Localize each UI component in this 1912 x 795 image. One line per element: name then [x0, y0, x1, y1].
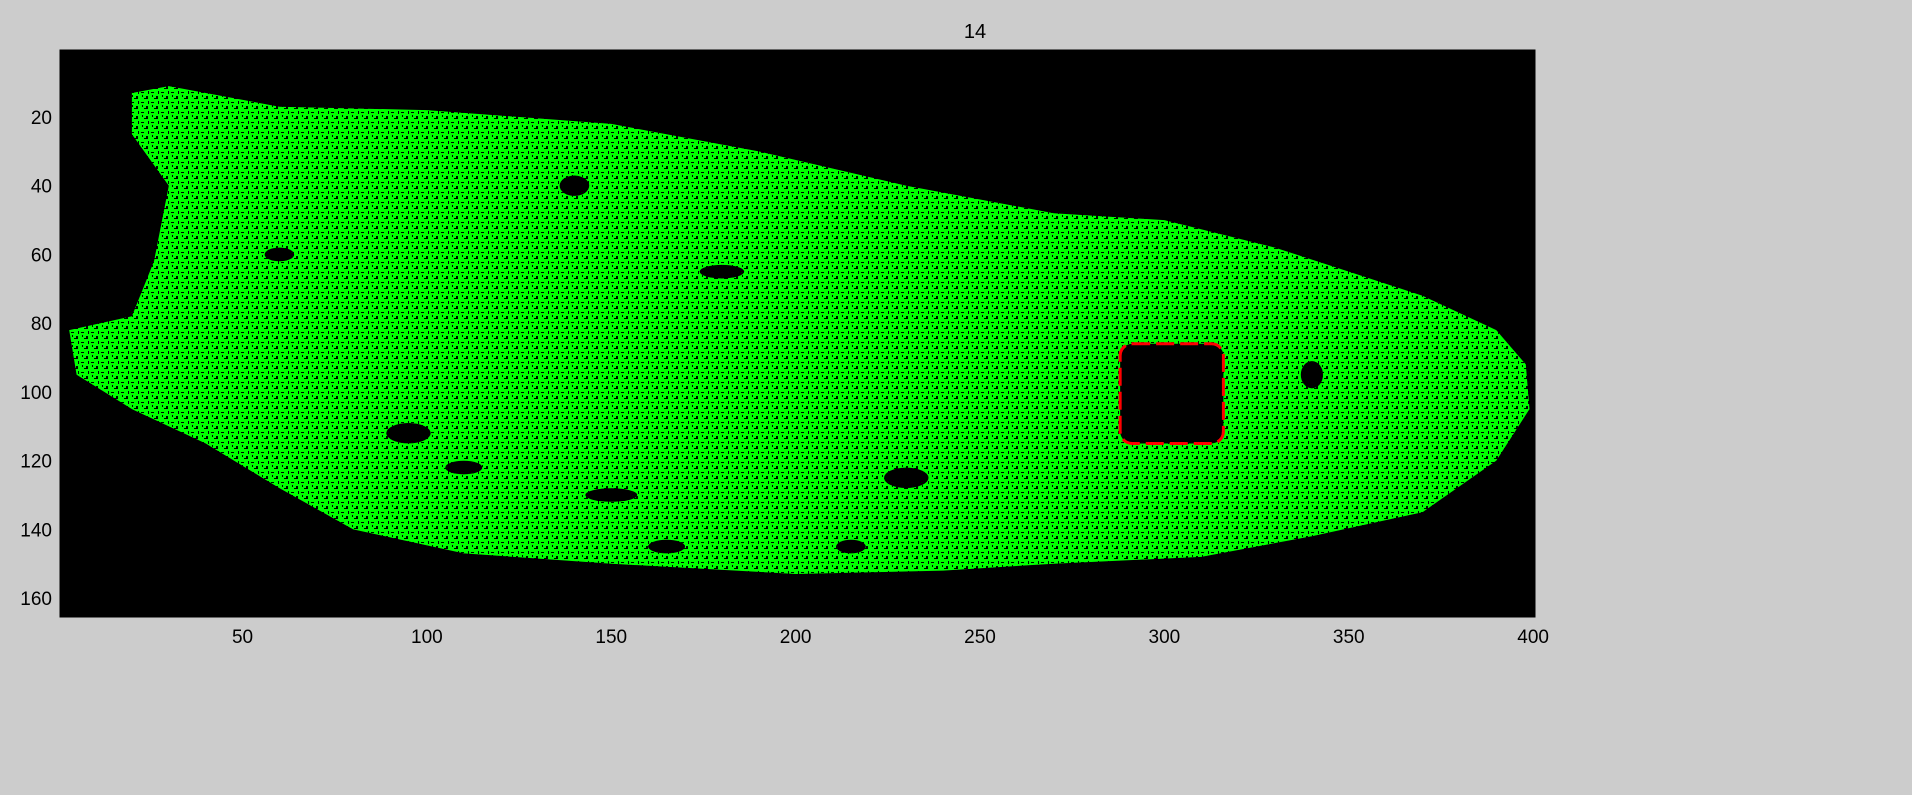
- mask-hole: [585, 488, 638, 502]
- y-tick-label: 40: [31, 177, 52, 198]
- y-tick-label: 120: [20, 452, 52, 473]
- plot-title: 14: [964, 21, 986, 43]
- x-tick-label: 50: [232, 627, 253, 648]
- mask-hole: [884, 467, 929, 489]
- y-tick-label: 140: [20, 520, 52, 541]
- mask-hole: [836, 539, 866, 554]
- mask-hole: [648, 539, 686, 554]
- x-tick-label: 350: [1333, 627, 1365, 648]
- y-tick-label: 160: [20, 589, 52, 610]
- y-axis: 20 40 60 80 100 120 140 160: [20, 108, 66, 610]
- mask-hole: [264, 247, 295, 262]
- y-tick-label: 100: [20, 383, 52, 404]
- mask-hole: [699, 264, 745, 279]
- y-tick-label: 60: [31, 245, 52, 266]
- green-mask-region: [69, 86, 1530, 574]
- x-tick-label: 200: [780, 627, 812, 648]
- mask-hole: [559, 175, 590, 196]
- axes-frame: [59, 49, 1536, 618]
- boundary-interior: [1120, 343, 1224, 444]
- x-axis: 50 100 150 200 250 300 350 400: [232, 611, 1549, 648]
- x-tick-label: 100: [411, 627, 443, 648]
- mask-hole: [445, 460, 483, 475]
- mask-hole: [1300, 361, 1324, 389]
- mask-holes: [264, 175, 1324, 554]
- x-tick-label: 400: [1517, 627, 1549, 648]
- y-tick-label: 80: [31, 314, 52, 335]
- y-tick-label: 20: [31, 108, 52, 129]
- x-tick-label: 250: [964, 627, 996, 648]
- x-tick-label: 150: [595, 627, 627, 648]
- mask-hole: [386, 422, 431, 444]
- x-tick-label: 300: [1149, 627, 1181, 648]
- red-boundary-outline: [1118, 342, 1225, 445]
